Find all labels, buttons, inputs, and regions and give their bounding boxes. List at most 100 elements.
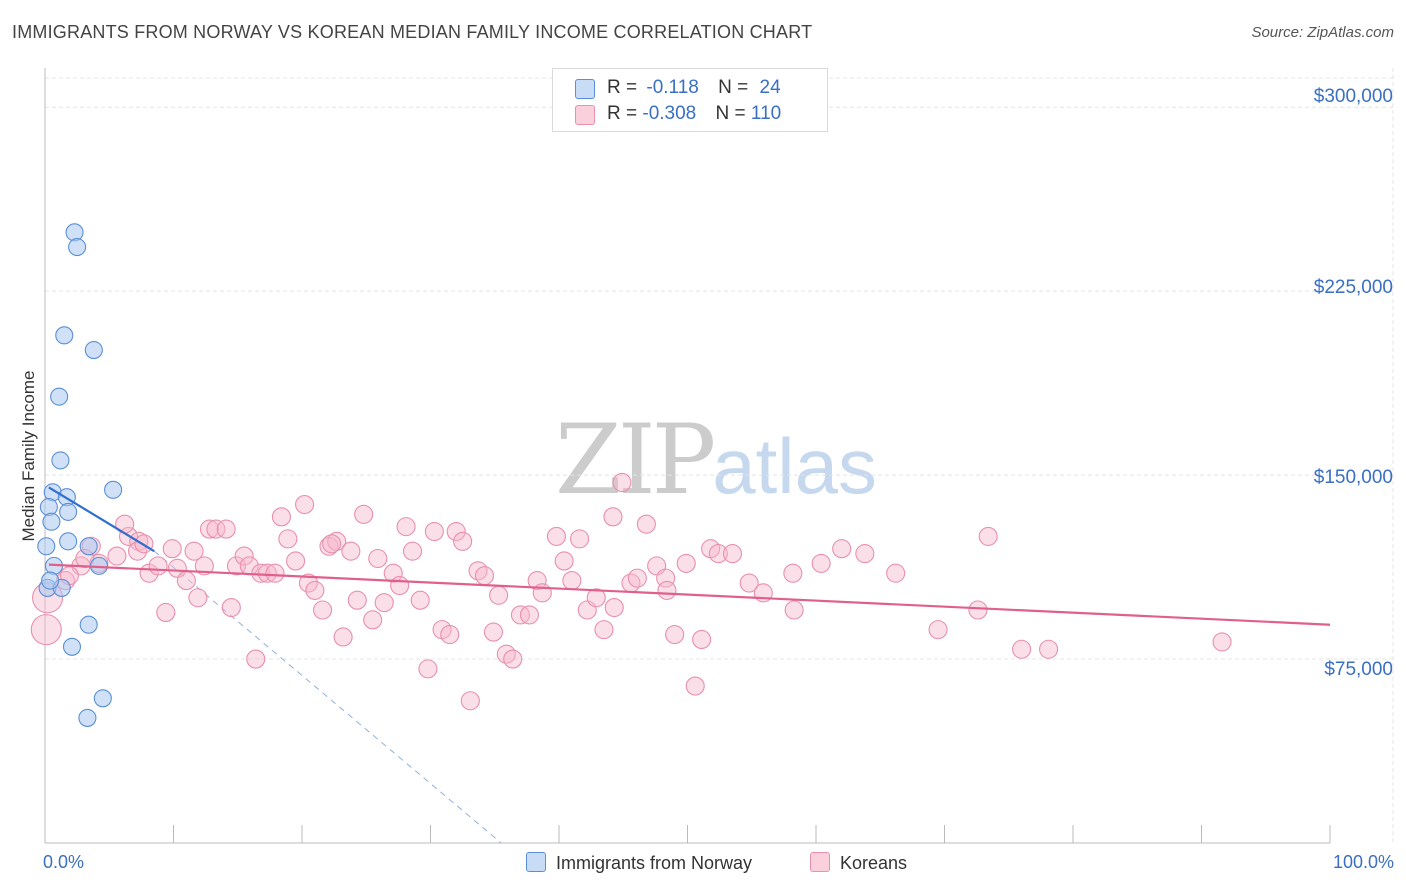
korean-point [603, 507, 623, 527]
korean-point [692, 629, 712, 649]
trend-lines [48, 486, 1331, 626]
legend-r-label: R = [607, 77, 643, 98]
korean-point [30, 614, 62, 646]
korean-point [347, 590, 367, 610]
korean-point [1039, 639, 1059, 659]
norway-point [55, 326, 74, 345]
x-tick-label-max: 100.0% [1332, 852, 1394, 872]
legend-r-value-koreans: -0.308 [642, 103, 697, 124]
korean-point [194, 556, 214, 576]
korean-point [594, 620, 614, 640]
korean-point [468, 561, 488, 581]
korean-point [811, 553, 831, 573]
korean-point [257, 563, 277, 583]
korean-point [305, 580, 325, 600]
norway-point [37, 537, 56, 556]
korean-point [322, 534, 342, 554]
legend-swatch-koreans [575, 105, 595, 125]
korean-point [156, 602, 176, 623]
norway-point [62, 637, 82, 656]
korean-point [313, 600, 333, 620]
korean-point [554, 551, 574, 571]
norway-point [68, 237, 87, 257]
korean-point [440, 624, 460, 645]
korean-point [363, 610, 383, 630]
gridlines [45, 68, 1394, 843]
korean-point [665, 624, 685, 645]
norway-point [50, 387, 69, 406]
source-credit: Source: ZipAtlas.com [1251, 24, 1394, 41]
korean-point [928, 620, 948, 640]
korean-point [199, 519, 220, 539]
korean-point [708, 544, 728, 564]
korean-point [783, 563, 803, 583]
y-tick-label-150000: $150,000 [1313, 467, 1393, 488]
korean-point [390, 575, 410, 596]
korean-point [246, 649, 266, 669]
korean-point [519, 605, 539, 625]
watermark: ZIPatlas [555, 404, 877, 516]
korean-point [354, 504, 374, 524]
korean-point [657, 580, 677, 600]
korean-point [739, 573, 759, 593]
korean-point [685, 676, 705, 696]
bottom-legend-label-koreans: Koreans [840, 853, 908, 873]
y-tick-label-300000: $300,000 [1313, 86, 1393, 107]
korean-point [527, 571, 547, 591]
korean-point [676, 553, 696, 573]
norway-point [65, 223, 84, 242]
bottom-legend-swatch-koreans [810, 852, 830, 872]
norway-point [42, 512, 61, 531]
korean-point [978, 526, 998, 546]
legend-n-value-norway: 24 [759, 77, 781, 98]
korean-point [188, 588, 208, 608]
bottom-legend-koreans: Koreans [810, 852, 907, 874]
korean-point [286, 551, 306, 571]
bottom-legend-swatch-norway [526, 852, 546, 872]
watermark-atlas: atlas [712, 422, 877, 510]
korean-points [30, 472, 1232, 711]
korean-point [886, 563, 906, 583]
korean-point [176, 571, 196, 591]
korean-point [402, 541, 423, 561]
bottom-legend-label-norway: Immigrants from Norway [556, 853, 753, 873]
norway-point [79, 615, 98, 634]
norway-point [59, 502, 78, 521]
korean-point [271, 507, 291, 527]
korean-point [460, 691, 480, 711]
norway-points [37, 223, 123, 727]
korean-point [656, 568, 676, 588]
korean-point [418, 659, 438, 679]
korean-point [968, 600, 988, 620]
korean-point [107, 546, 127, 566]
korean-point [546, 526, 566, 546]
norway-point [84, 340, 103, 360]
korean-point [1212, 632, 1232, 652]
korean-point [627, 568, 647, 588]
legend-n-label: N = [718, 77, 754, 98]
korean-point [327, 531, 347, 551]
korean-point [1012, 639, 1032, 659]
korean-point [374, 593, 394, 613]
norway-point [93, 689, 112, 708]
korean-point [341, 541, 361, 561]
korean-point [221, 598, 241, 618]
korean-point [636, 514, 656, 534]
korean-point [503, 649, 523, 669]
korean-point [570, 529, 590, 549]
korean-point [784, 600, 804, 620]
y-tick-label-75000: $75,000 [1324, 659, 1393, 680]
legend-r-value-norway: -0.118 [646, 77, 699, 98]
legend-r-label: R = [607, 103, 643, 124]
korean-point [586, 588, 606, 608]
y-axis-title: Median Family Income [19, 370, 38, 542]
norway-point [41, 571, 60, 590]
norway-point [51, 451, 70, 470]
watermark-zip: ZIP [555, 404, 716, 516]
korean-point [424, 521, 444, 542]
trend-norway [48, 486, 155, 553]
korean-point [298, 573, 318, 593]
korean-point [604, 598, 624, 618]
korean-point [496, 644, 516, 664]
